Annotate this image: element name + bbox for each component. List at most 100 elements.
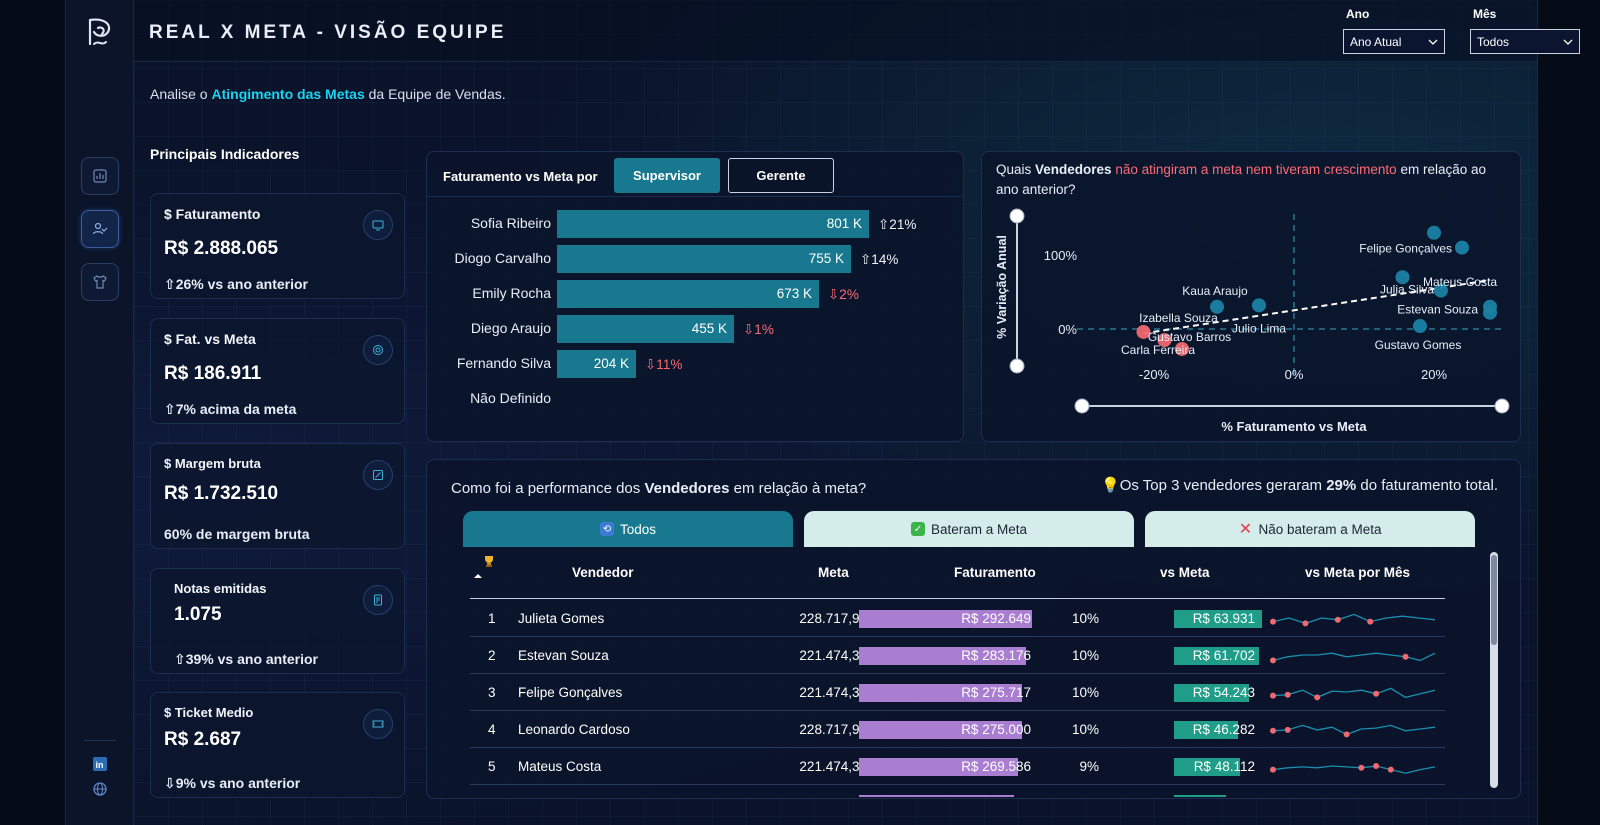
sparkline-miss-marker	[1270, 657, 1276, 664]
table-scroll-thumb[interactable]	[1491, 555, 1497, 645]
perf-q-bold: Vendedores	[644, 480, 730, 497]
kpi-title: Notas emitidas	[174, 581, 267, 596]
tab-todos[interactable]: ⟲ Todos	[463, 511, 793, 547]
point-label: Carla Ferreira	[1121, 343, 1195, 357]
chart-icon	[93, 169, 107, 183]
nav-report-button[interactable]	[81, 157, 119, 195]
performance-question: Como foi a performance dos Vendedores em…	[451, 480, 866, 497]
row-faturamento-bar	[859, 610, 1032, 628]
point-label: Mateus Costa	[1423, 275, 1497, 289]
row-vendedor[interactable]: Mateus Costa	[518, 759, 602, 774]
filter-mes-label: Mês	[1473, 7, 1497, 21]
row-faturamento: R$ 275.000	[961, 722, 1031, 737]
bar-row-fill[interactable]	[557, 350, 636, 378]
brand-logo-icon	[88, 18, 111, 46]
bar-row-fill[interactable]	[557, 315, 734, 343]
kpi-card-notas: Notas emitidas 1.075 ⇧39% vs ano anterio…	[150, 568, 405, 674]
filter-mes-value: Todos	[1477, 34, 1510, 49]
bar-row-value: 755 K	[808, 251, 844, 266]
scatter-point[interactable]	[1210, 299, 1224, 314]
row-vendedor[interactable]: Felipe Gonçalves	[518, 685, 623, 700]
kpi-value: R$ 186.911	[164, 363, 262, 384]
row-faturamento-bar	[859, 684, 1022, 702]
row-vs-meta-bar	[1174, 721, 1238, 739]
kpi-note: ⇩9% vs ano anterior	[164, 775, 301, 791]
sparkline-miss-marker	[1373, 690, 1380, 697]
bar-panel-divider	[427, 196, 963, 197]
row-vendedor[interactable]: Leonardo Cardoso	[518, 722, 630, 737]
row-vendedor[interactable]: Estevan Souza	[518, 648, 609, 663]
top3-tip: 💡Os Top 3 vendedores geraram 29% do fatu…	[1101, 476, 1498, 494]
supervisor-button[interactable]: Supervisor	[614, 158, 720, 193]
tab-bateram[interactable]: ✓ Bateram a Meta	[804, 511, 1134, 547]
shirt-icon	[93, 275, 107, 289]
col-vs-meta-mes[interactable]: vs Meta por Mês	[1305, 565, 1411, 580]
nav-products-button[interactable]	[81, 263, 119, 301]
table-row-divider	[470, 636, 1445, 637]
point-label: Kaua Araujo	[1182, 284, 1248, 298]
point-label: Estevan Souza	[1397, 303, 1478, 317]
y-tick-label: 0%	[1058, 322, 1077, 337]
bar-row-delta: ⇧14%	[860, 252, 899, 267]
perf-q-pre: Como foi a performance dos	[451, 480, 645, 497]
sparkline-miss-marker	[1284, 691, 1291, 698]
x-range-slider-handle-right	[1494, 398, 1510, 414]
linkedin-icon[interactable]: in	[92, 756, 108, 772]
monitor-icon	[363, 210, 393, 240]
col-faturamento[interactable]: Faturamento	[954, 565, 1036, 580]
scatter-point[interactable]	[1395, 270, 1410, 285]
kpi-card-ticket: $ Ticket Medio R$ 2.687 ⇩9% vs ano anter…	[150, 692, 405, 798]
kpi-card-faturamento: $ Faturamento R$ 2.888.065 ⇧26% vs ano a…	[150, 193, 405, 299]
svg-text:in: in	[96, 760, 104, 770]
table-header-line	[470, 598, 1445, 599]
bar-row-fill[interactable]	[557, 245, 851, 273]
row-faturamento-bar-partial	[859, 795, 1014, 797]
scatter-point[interactable]	[1455, 240, 1469, 255]
col-meta[interactable]: Meta	[818, 565, 849, 580]
row-vs-meta: R$ 61.702	[1192, 648, 1255, 663]
x-range-slider-handle-left	[1074, 398, 1090, 414]
scatter-point[interactable]	[1483, 305, 1497, 320]
sparkline-miss-marker	[1367, 618, 1374, 625]
scatter-point[interactable]	[1252, 298, 1266, 313]
row-sparkline	[1270, 652, 1436, 664]
sort-up-icon[interactable]	[473, 573, 483, 579]
filter-mes-select[interactable]: Todos	[1470, 29, 1580, 54]
receipt-icon	[363, 585, 393, 615]
row-vs-meta: R$ 48.112	[1193, 759, 1255, 774]
point-label: Julia Silva	[1380, 283, 1434, 297]
bar-row-delta: ⇩11%	[645, 357, 683, 372]
sparkline-miss-marker	[1387, 766, 1394, 773]
scatter-point[interactable]	[1427, 225, 1441, 240]
scatter-point[interactable]	[1136, 324, 1151, 339]
point-label: Gustavo Gomes	[1375, 338, 1462, 352]
table-scrollbar[interactable]	[1490, 552, 1498, 788]
scatter-point[interactable]	[1413, 319, 1427, 334]
kpi-note: ⇧7% acima da meta	[164, 401, 297, 417]
scatter-point[interactable]	[1157, 333, 1172, 348]
sparkline-miss-marker	[1270, 766, 1276, 773]
row-meta: 221.474,36	[799, 685, 867, 700]
bar-row-fill[interactable]	[557, 280, 819, 308]
row-sparkline	[1270, 763, 1436, 774]
scatter-q-post: em relação ao ano anterior?	[996, 162, 1486, 197]
col-vs-meta[interactable]: vs Meta	[1160, 565, 1210, 580]
bar-row-value: 204 K	[593, 356, 629, 371]
sparkline-miss-marker	[1343, 731, 1350, 738]
globe-icon[interactable]	[92, 781, 108, 797]
row-vs-meta-bar	[1174, 758, 1240, 776]
x-axis-title: % Faturamento vs Meta	[1221, 419, 1367, 434]
scatter-point[interactable]	[1175, 341, 1189, 356]
scatter-point[interactable]	[1434, 283, 1448, 298]
kpi-card-fat-vs-meta: $ Fat. vs Meta R$ 186.911 ⇧7% acima da m…	[150, 318, 405, 424]
table-row-divider	[470, 673, 1445, 674]
col-vendedor[interactable]: Vendedor	[572, 565, 634, 580]
gerente-button[interactable]: Gerente	[728, 158, 834, 193]
y-tick-label: 100%	[1044, 248, 1078, 263]
table-row-divider	[470, 710, 1445, 711]
nav-team-button[interactable]	[81, 210, 119, 248]
filter-ano-select[interactable]: Ano Atual	[1343, 29, 1445, 54]
tab-nao-bateram[interactable]: ✕ Não bateram a Meta	[1145, 511, 1475, 547]
bar-row-fill[interactable]	[557, 210, 869, 238]
row-vendedor[interactable]: Julieta Gomes	[518, 611, 605, 626]
